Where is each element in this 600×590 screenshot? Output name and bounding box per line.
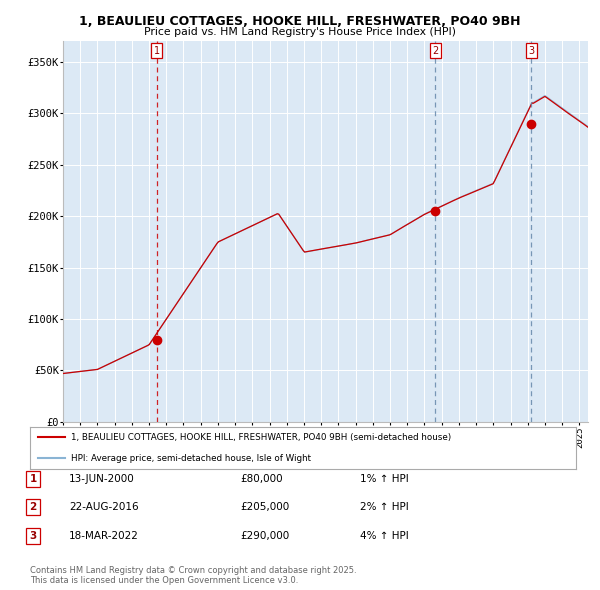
Text: 4% ↑ HPI: 4% ↑ HPI bbox=[360, 531, 409, 540]
Text: 1% ↑ HPI: 1% ↑ HPI bbox=[360, 474, 409, 484]
Text: 18-MAR-2022: 18-MAR-2022 bbox=[69, 531, 139, 540]
Text: 2: 2 bbox=[29, 503, 37, 512]
Text: £205,000: £205,000 bbox=[240, 503, 289, 512]
Text: £290,000: £290,000 bbox=[240, 531, 289, 540]
Text: Price paid vs. HM Land Registry's House Price Index (HPI): Price paid vs. HM Land Registry's House … bbox=[144, 27, 456, 37]
Text: Contains HM Land Registry data © Crown copyright and database right 2025.
This d: Contains HM Land Registry data © Crown c… bbox=[30, 566, 356, 585]
Text: 2% ↑ HPI: 2% ↑ HPI bbox=[360, 503, 409, 512]
Text: 13-JUN-2000: 13-JUN-2000 bbox=[69, 474, 135, 484]
Text: 1: 1 bbox=[29, 474, 37, 484]
Text: 3: 3 bbox=[529, 46, 535, 56]
Text: 22-AUG-2016: 22-AUG-2016 bbox=[69, 503, 139, 512]
Text: £80,000: £80,000 bbox=[240, 474, 283, 484]
Text: 1, BEAULIEU COTTAGES, HOOKE HILL, FRESHWATER, PO40 9BH (semi-detached house): 1, BEAULIEU COTTAGES, HOOKE HILL, FRESHW… bbox=[71, 432, 451, 442]
Text: 1, BEAULIEU COTTAGES, HOOKE HILL, FRESHWATER, PO40 9BH: 1, BEAULIEU COTTAGES, HOOKE HILL, FRESHW… bbox=[79, 15, 521, 28]
Text: 1: 1 bbox=[154, 46, 160, 56]
Text: HPI: Average price, semi-detached house, Isle of Wight: HPI: Average price, semi-detached house,… bbox=[71, 454, 311, 463]
Text: 2: 2 bbox=[433, 46, 439, 56]
Text: 3: 3 bbox=[29, 531, 37, 540]
